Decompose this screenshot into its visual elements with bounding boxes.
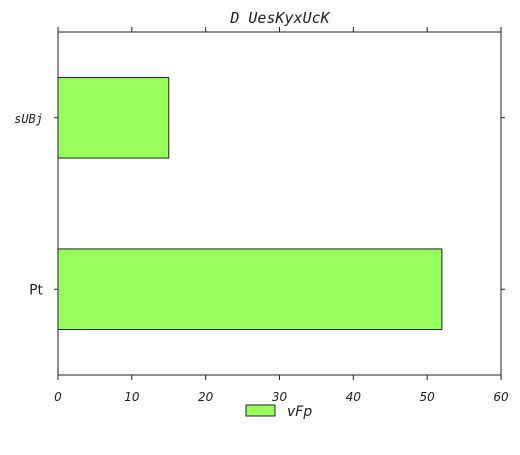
legend: vFp (245, 404, 312, 420)
x-axis-ticks: 0 10 20 30 40 50 60 (54, 27, 509, 404)
x-tick-label-40: 40 (346, 390, 362, 404)
x-tick-label-50: 50 (420, 390, 436, 404)
legend-swatch (245, 404, 276, 417)
y-tick-label-sUBj: sUBj (14, 112, 43, 126)
bars-group (57, 76, 443, 331)
y-axis-ticks: sUBj Pt (14, 112, 505, 298)
bar-Pt (57, 248, 443, 331)
x-tick-label-30: 30 (272, 390, 288, 404)
x-tick-label-10: 10 (124, 390, 140, 404)
legend-label: vFp (287, 404, 312, 420)
y-tick-label-Pt: Pt (29, 282, 43, 298)
chart-title: D UesKyxUcK (229, 9, 330, 27)
x-tick-label-60: 60 (493, 390, 509, 404)
bar-sUBj (57, 76, 170, 159)
x-tick-label-20: 20 (198, 390, 214, 404)
x-tick-label-0: 0 (54, 390, 62, 404)
